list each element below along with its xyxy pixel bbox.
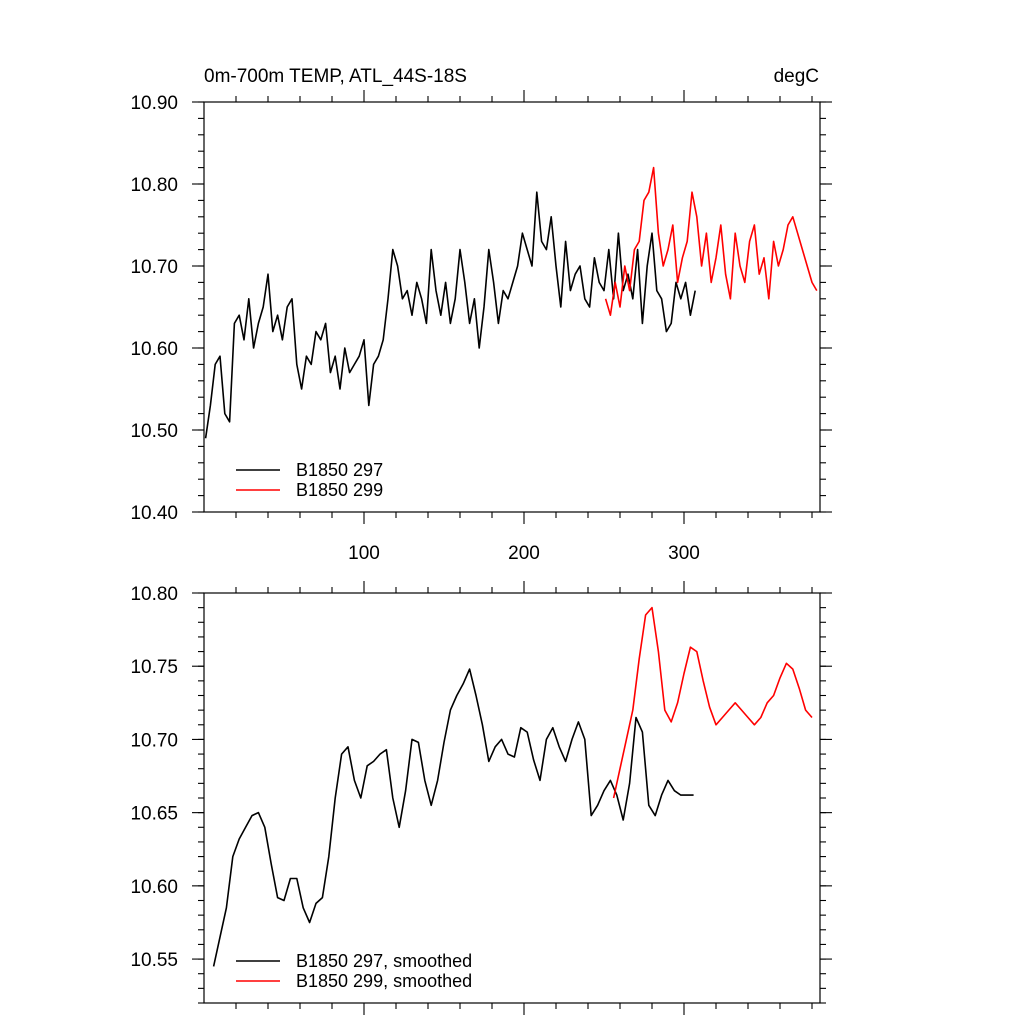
- bottom-panel: 10.55 10.60 10.65 10.70 10.75 10.80 B1850 297…: [130, 581, 832, 1015]
- panel-title: 0m-700m TEMP, ATL_44S-18S: [204, 66, 467, 87]
- y-axis: 10.55 10.60 10.65 10.70 10.75 10.80: [130, 584, 178, 971]
- legend-label: B1850 299: [296, 480, 383, 500]
- y-tick-label: 10.55: [130, 950, 178, 971]
- y-tick-label: 10.40: [130, 503, 178, 524]
- y-tick-label: 10.80: [130, 175, 178, 196]
- series-lines: [212, 606, 813, 967]
- y-tick-label: 10.75: [130, 657, 178, 678]
- x-tick-label: 300: [668, 543, 700, 564]
- series-line-b1850-297-smoothed: [212, 668, 694, 967]
- tick-marks: [192, 90, 832, 524]
- tick-marks: [192, 581, 832, 1015]
- plot-frame: [203, 592, 821, 1004]
- series-lines: [204, 166, 818, 439]
- y-axis: 10.40 10.50 10.60 10.70 10.80 10.90: [130, 93, 178, 524]
- x-axis: 100 200 300: [348, 543, 700, 564]
- series-line-b1850-299-smoothed: [612, 606, 813, 799]
- x-tick-label: 100: [348, 543, 380, 564]
- y-tick-label: 10.70: [130, 730, 178, 751]
- top-panel: 0m-700m TEMP, ATL_44S-18S degC 10.40 10.5…: [130, 66, 832, 564]
- y-tick-label: 10.50: [130, 421, 178, 442]
- legend-label: B1850 297: [296, 460, 383, 480]
- y-tick-label: 10.90: [130, 93, 178, 114]
- y-tick-label: 10.70: [130, 257, 178, 278]
- y-tick-label: 10.80: [130, 584, 178, 605]
- legend-label: B1850 297, smoothed: [296, 951, 472, 971]
- y-tick-label: 10.65: [130, 804, 178, 825]
- x-tick-label: 200: [508, 543, 540, 564]
- y-tick-label: 10.60: [130, 877, 178, 898]
- units-label: degC: [774, 66, 819, 87]
- legend-label: B1850 299, smoothed: [296, 971, 472, 991]
- series-line-b1850-299: [604, 166, 818, 317]
- series-line-b1850-297: [204, 191, 696, 439]
- y-tick-label: 10.60: [130, 339, 178, 360]
- plot-frame: [203, 101, 821, 513]
